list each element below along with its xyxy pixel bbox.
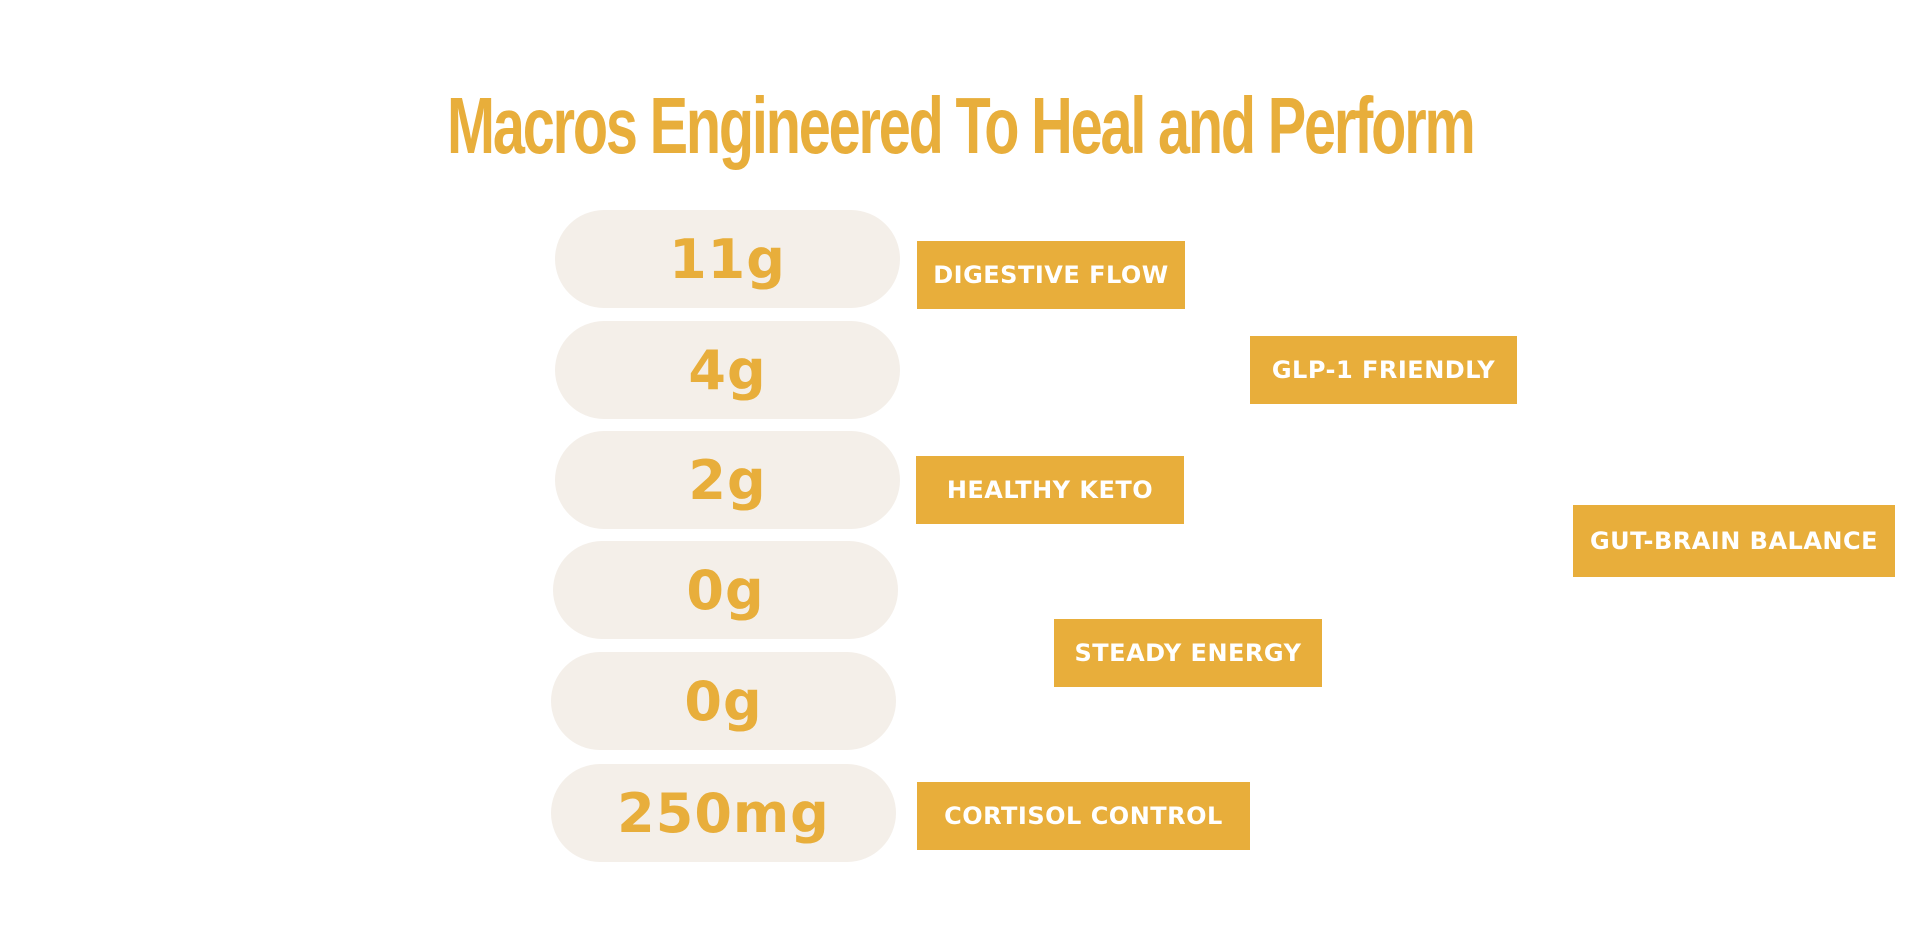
benefit-tag-glp1-friendly: GLP-1 FRIENDLY xyxy=(1250,336,1517,404)
macro-value-pill: 11g xyxy=(555,210,900,308)
benefit-tag-gut-brain-balance: GUT-BRAIN BALANCE xyxy=(1573,505,1895,577)
benefit-tag-healthy-keto: HEALTHY KETO xyxy=(916,456,1184,524)
benefit-tag-cortisol-control: CORTISOL CONTROL xyxy=(917,782,1250,850)
macro-value-pill: 250mg xyxy=(551,764,896,862)
benefit-tag-steady-energy: STEADY ENERGY xyxy=(1054,619,1322,687)
macro-value-pill: 0g xyxy=(551,652,896,750)
benefit-tag-digestive-flow: DIGESTIVE FLOW xyxy=(917,241,1185,309)
macro-value-pill: 4g xyxy=(555,321,900,419)
macro-value-pill: 2g xyxy=(555,431,900,529)
macro-value-pill: 0g xyxy=(553,541,898,639)
page-title: Macros Engineered To Heal and Perform xyxy=(447,81,1476,170)
